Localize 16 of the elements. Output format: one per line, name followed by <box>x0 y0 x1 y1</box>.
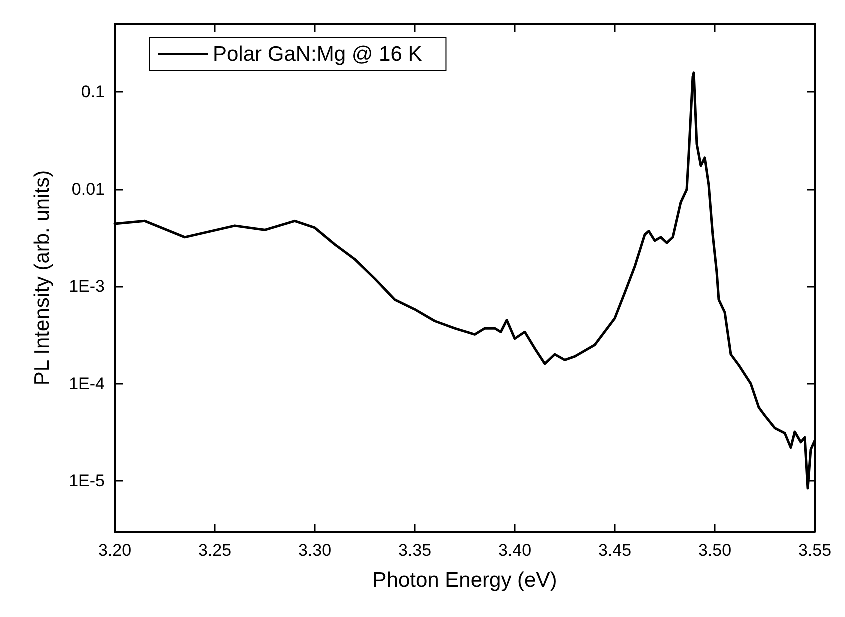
x-tick-label: 3.35 <box>398 541 432 560</box>
y-tick-label: 1E-5 <box>69 472 105 491</box>
y-axis-title: PL Intensity (arb. units) <box>31 170 54 386</box>
y-tick-label: 0.01 <box>72 180 105 199</box>
x-tick-label: 3.50 <box>698 541 732 560</box>
y-tick-label: 1E-4 <box>69 374 105 394</box>
x-tick-label: 3.25 <box>198 541 232 560</box>
x-tick-label: 3.30 <box>298 541 332 560</box>
y-tick-label: 1E-3 <box>69 277 105 296</box>
legend-label: Polar GaN:Mg @ 16 K <box>213 43 422 66</box>
x-tick-label: 3.20 <box>98 541 132 560</box>
x-tick-label: 3.55 <box>798 541 832 560</box>
y-tick-label: 0.1 <box>81 82 105 102</box>
x-axis-title: Photon Energy (eV) <box>372 569 558 592</box>
x-tick-label: 3.40 <box>498 541 532 560</box>
x-tick-label: 3.45 <box>598 541 632 560</box>
